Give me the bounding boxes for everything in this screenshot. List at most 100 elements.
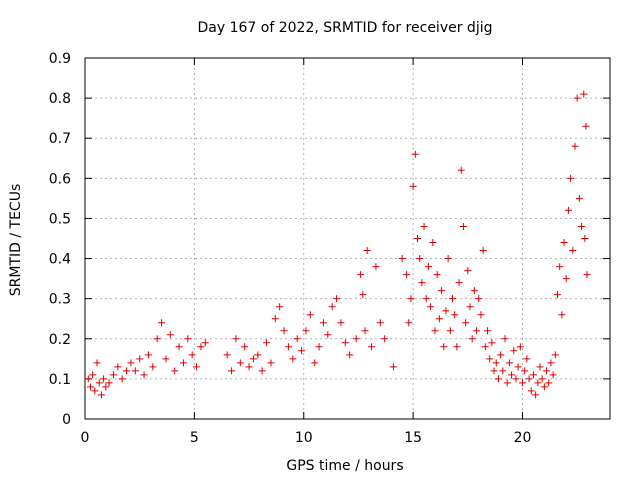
data-point (532, 391, 540, 399)
data-point (562, 275, 570, 283)
data-point (527, 387, 535, 395)
data-point (514, 363, 522, 371)
data-point (341, 339, 349, 347)
data-point (89, 371, 97, 379)
data-point (549, 371, 557, 379)
data-point (479, 247, 487, 255)
data-point (510, 347, 518, 355)
data-point (403, 271, 411, 279)
x-tick-label: 15 (404, 430, 422, 446)
y-tick-label: 0.5 (49, 211, 71, 227)
data-point (492, 359, 500, 367)
x-tick-label: 20 (514, 430, 532, 446)
data-point (433, 271, 441, 279)
data-point (311, 359, 319, 367)
data-point (284, 343, 292, 351)
data-point (149, 363, 157, 371)
data-point (95, 379, 103, 387)
data-point (280, 327, 288, 335)
data-point (166, 331, 174, 339)
data-point (102, 383, 110, 391)
data-point (254, 351, 262, 359)
data-point (475, 295, 483, 303)
x-tick-label: 5 (190, 430, 199, 446)
data-point (328, 303, 336, 311)
data-point (201, 339, 209, 347)
data-point (459, 222, 467, 230)
data-point (564, 206, 572, 214)
data-point (477, 311, 485, 319)
data-point (451, 311, 459, 319)
data-point (429, 239, 437, 247)
data-point (567, 174, 575, 182)
data-point (442, 307, 450, 315)
data-point (188, 351, 196, 359)
data-point (484, 327, 491, 335)
data-point (418, 279, 426, 287)
data-point (558, 311, 566, 319)
data-point (136, 355, 144, 363)
data-point (131, 367, 139, 375)
data-point (228, 367, 236, 375)
data-point (488, 339, 496, 347)
data-point (118, 375, 126, 383)
data-point (337, 319, 345, 327)
data-point (409, 182, 417, 190)
y-tick-label: 0.9 (49, 51, 71, 67)
data-point (427, 303, 435, 311)
data-point (381, 335, 389, 343)
data-point (368, 343, 376, 351)
data-point (97, 391, 105, 399)
data-point (140, 371, 148, 379)
data-point (352, 335, 360, 343)
x-tick-label: 0 (81, 430, 90, 446)
data-point (571, 142, 579, 150)
data-point (540, 383, 548, 391)
data-point (302, 327, 310, 335)
data-point (560, 239, 568, 247)
data-point (249, 355, 257, 363)
data-point (497, 351, 505, 359)
data-point (171, 367, 179, 375)
data-point (398, 255, 406, 263)
data-point (162, 355, 170, 363)
data-point (545, 379, 553, 387)
data-point (346, 351, 354, 359)
data-point (547, 359, 555, 367)
data-point (554, 291, 561, 299)
data-point (543, 367, 551, 375)
data-point (411, 150, 419, 158)
data-point (389, 363, 397, 371)
y-axis-label: SRMTID / TECUs (8, 184, 24, 297)
data-point (449, 295, 456, 303)
data-point (289, 355, 297, 363)
data-point (462, 319, 470, 327)
data-point (333, 295, 341, 303)
data-point (184, 335, 192, 343)
data-point (505, 359, 513, 367)
data-point (405, 319, 413, 327)
data-point (422, 295, 430, 303)
y-tick-label: 0 (62, 412, 71, 428)
data-point (580, 90, 588, 98)
data-point (503, 379, 511, 387)
data-point (361, 327, 369, 335)
data-point (538, 375, 546, 383)
data-point (470, 287, 478, 295)
data-point (438, 287, 446, 295)
data-point (501, 335, 509, 343)
data-point (245, 363, 253, 371)
data-point (512, 375, 520, 383)
data-point (521, 367, 529, 375)
data-point (91, 387, 99, 395)
y-tick-label: 0.6 (49, 171, 71, 187)
data-point (144, 351, 152, 359)
data-point (232, 335, 240, 343)
data-point (153, 335, 161, 343)
axis-ticks: 0 0.1 0.2 0.3 0.4 0.5 0.6 0.7 0.8 0.9 0 5 10 15 20 (49, 51, 610, 446)
data-point (372, 263, 380, 271)
chart-title: Day 167 of 2022, SRMTID for receiver dji… (198, 20, 493, 36)
data-point (263, 339, 271, 347)
data-points (84, 90, 591, 399)
data-point (376, 319, 384, 327)
